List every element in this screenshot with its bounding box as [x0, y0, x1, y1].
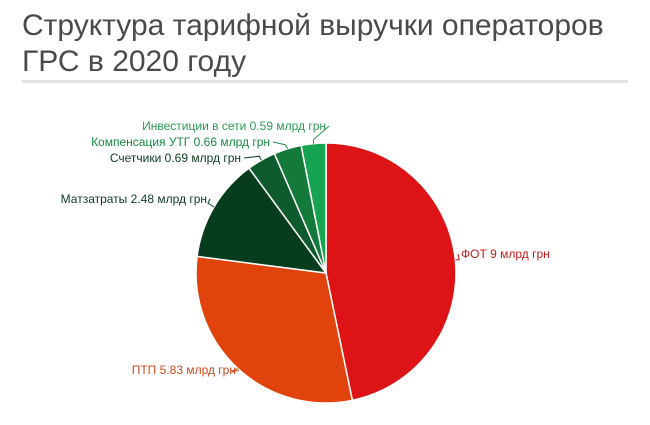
slice-label-2: ПТП 5.83 млрд грн — [132, 363, 236, 377]
slice-label-3: Матзатраты 2.48 млрд грн — [61, 192, 207, 206]
pie-slice-6 — [300, 142, 327, 274]
leader-line-5 — [272, 141, 288, 150]
slice-label-6: Инвестиции в сети 0.59 млрд грн — [142, 119, 326, 133]
slice-label-5: Компенсация УТГ 0.66 млрд грн — [91, 135, 270, 149]
pie-slices — [195, 142, 457, 404]
slice-label-4: Счетчики 0.69 млрд грн — [110, 151, 241, 165]
slice-label-1: ФОТ 9 млрд грн — [461, 247, 550, 261]
pie-slice-2 — [195, 255, 354, 404]
leader-lines — [207, 125, 460, 373]
pie-slice-1 — [325, 142, 457, 402]
leader-line-3 — [207, 198, 215, 208]
leader-line-1 — [455, 253, 460, 261]
leader-line-4 — [243, 155, 262, 161]
slice-labels: ФОТ 9 млрд грн ПТП 5.83 млрд грн Матзатрат… — [61, 119, 550, 377]
title-divider — [22, 80, 628, 83]
leader-line-2 — [231, 367, 240, 373]
leader-line-6 — [313, 125, 330, 144]
chart-title: Структура тарифной выручки операторов ГР… — [22, 9, 604, 78]
